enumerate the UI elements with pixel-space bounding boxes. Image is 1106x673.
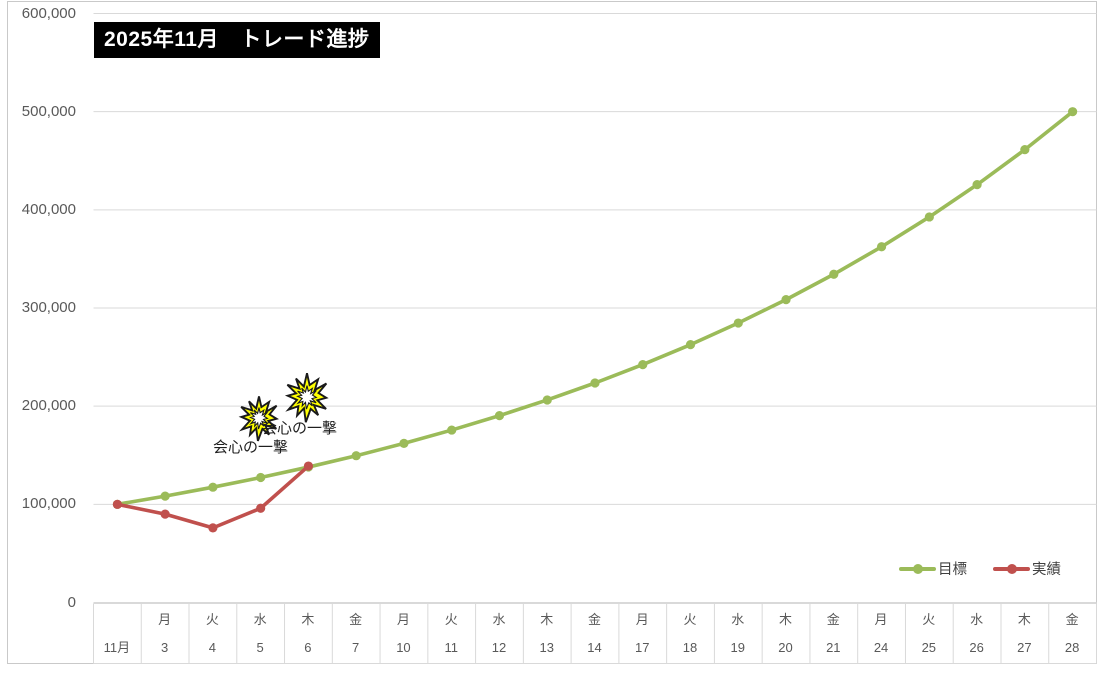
x-axis-day-label: 28 (1064, 640, 1080, 655)
chart-title: 2025年11月 トレード進捗 (94, 22, 381, 58)
x-axis-weekday-label: 水 (970, 612, 984, 627)
y-axis-label: 400,000 (21, 200, 76, 218)
x-axis-weekday-label: 火 (205, 612, 219, 627)
data-point (1020, 145, 1030, 155)
x-axis-weekday-label: 火 (444, 612, 458, 627)
x-axis-weekday-label: 火 (922, 612, 936, 627)
x-axis-day-label: 26 (969, 640, 984, 655)
x-axis-day-label: 24 (873, 640, 889, 655)
x-axis-day-label: 7 (352, 640, 360, 655)
legend-label: 実績 (1032, 562, 1061, 578)
y-axis-label: 100,000 (21, 495, 76, 513)
data-point (876, 242, 887, 252)
legend-line-marker-icon (899, 563, 936, 574)
data-point (447, 425, 457, 435)
data-point (1068, 107, 1078, 117)
x-axis-weekday-label: 月 (158, 612, 172, 627)
data-point (351, 451, 361, 461)
x-axis-weekday-label: 金 (587, 612, 601, 627)
x-axis-weekday-label: 木 (301, 612, 315, 627)
x-axis-weekday-label: 金 (826, 612, 840, 627)
x-axis-day-label: 14 (587, 640, 602, 655)
x-axis-day-label: 6 (304, 640, 312, 655)
data-point (685, 340, 696, 350)
x-axis-table-grid (93, 603, 1097, 664)
legend-label: 目標 (938, 562, 967, 578)
y-axis-label: 500,000 (21, 102, 76, 120)
data-point (733, 318, 743, 328)
x-axis-day-label: 27 (1017, 640, 1032, 655)
data-point (208, 482, 218, 492)
x-axis-day-label: 20 (778, 640, 793, 655)
legend: 目標 実績 (899, 558, 1061, 579)
x-axis-weekday-label: 木 (540, 612, 554, 627)
data-point (781, 295, 791, 305)
x-axis-day-label: 3 (161, 640, 169, 655)
x-axis-weekday-label: 木 (1017, 612, 1031, 627)
target-line-series (112, 107, 1078, 509)
explosion-icon (238, 396, 279, 442)
data-point (256, 503, 266, 513)
x-axis-weekday-label: 水 (731, 612, 745, 627)
x-axis-day-label: 4 (208, 640, 216, 655)
actual-line-series (112, 461, 314, 533)
x-axis-day-label: 12 (491, 640, 507, 655)
data-point (494, 411, 505, 421)
data-point (638, 359, 648, 370)
x-axis-day-label: 18 (682, 640, 698, 655)
x-axis-day-label: 21 (826, 640, 841, 655)
x-axis-weekday-label: 金 (349, 612, 363, 627)
data-point (590, 378, 600, 388)
x-axis-day-label: 13 (539, 640, 554, 655)
x-axis-weekday-label: 月 (635, 612, 649, 627)
x-axis-weekday-label: 金 (1065, 612, 1079, 627)
data-point (160, 491, 170, 501)
x-axis-weekday-label: 水 (253, 612, 267, 627)
x-axis-day-label: 11月 (103, 640, 131, 655)
x-axis-weekday-label: 木 (779, 612, 793, 627)
x-axis-day-label: 17 (635, 640, 650, 655)
y-axis-label: 600,000 (21, 4, 76, 22)
data-point (829, 269, 839, 279)
data-point (924, 212, 934, 222)
y-axis-label: 0 (67, 593, 76, 611)
data-point (256, 472, 266, 483)
legend-item-actual: 実績 (993, 558, 1061, 579)
x-axis-day-label: 5 (256, 640, 264, 655)
data-point (399, 438, 409, 449)
x-axis-weekday-label: 水 (492, 612, 506, 627)
y-axis-label: 300,000 (21, 299, 76, 316)
annotation-critical-hit-upper: 会心の一撃 (262, 420, 338, 437)
legend-item-target: 目標 (899, 558, 967, 579)
y-axis-label: 200,000 (21, 397, 76, 415)
annotation-critical-hit-lower: 会心の一撃 (213, 439, 289, 456)
x-axis-weekday-label: 月 (396, 612, 410, 627)
data-point (972, 180, 982, 190)
x-axis-day-label: 10 (396, 640, 411, 655)
data-point (160, 509, 170, 519)
data-point (542, 395, 552, 405)
explosion-icon (284, 372, 329, 423)
x-axis: 11月 月 3 火 4 水 5 木 6 金 7 月 10 火 11 水 12 木 13 金 14 月 17 火 18 水 19 木 20… (93, 603, 1097, 664)
x-axis-weekday-label: 月 (874, 612, 888, 627)
x-axis-weekday-label: 火 (683, 612, 697, 627)
legend-line-marker-icon (993, 563, 1030, 574)
data-point (208, 523, 218, 533)
data-point (303, 461, 314, 471)
data-point (112, 499, 122, 509)
x-axis-day-label: 11 (444, 640, 458, 655)
x-axis-day-label: 25 (921, 640, 937, 655)
x-axis-day-label: 19 (730, 640, 745, 655)
